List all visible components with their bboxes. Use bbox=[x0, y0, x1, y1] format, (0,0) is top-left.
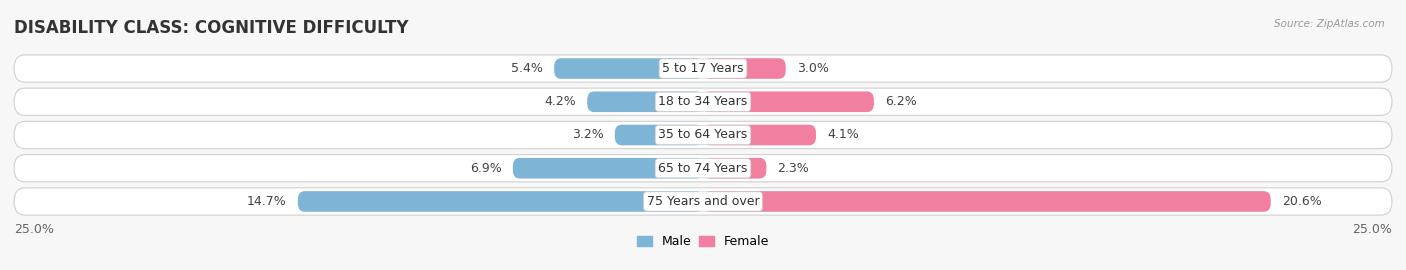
Text: 14.7%: 14.7% bbox=[247, 195, 287, 208]
Text: 20.6%: 20.6% bbox=[1282, 195, 1322, 208]
FancyBboxPatch shape bbox=[703, 58, 786, 79]
Text: Source: ZipAtlas.com: Source: ZipAtlas.com bbox=[1274, 19, 1385, 29]
Text: 75 Years and over: 75 Years and over bbox=[647, 195, 759, 208]
FancyBboxPatch shape bbox=[14, 122, 1392, 148]
Text: 6.2%: 6.2% bbox=[884, 95, 917, 108]
Text: 2.3%: 2.3% bbox=[778, 162, 810, 175]
Text: 4.1%: 4.1% bbox=[827, 129, 859, 141]
FancyBboxPatch shape bbox=[703, 125, 815, 145]
FancyBboxPatch shape bbox=[14, 155, 1392, 182]
FancyBboxPatch shape bbox=[614, 125, 703, 145]
Text: 3.2%: 3.2% bbox=[572, 129, 603, 141]
Text: DISABILITY CLASS: COGNITIVE DIFFICULTY: DISABILITY CLASS: COGNITIVE DIFFICULTY bbox=[14, 19, 409, 37]
Legend: Male, Female: Male, Female bbox=[631, 230, 775, 253]
FancyBboxPatch shape bbox=[554, 58, 703, 79]
FancyBboxPatch shape bbox=[14, 188, 1392, 215]
Text: 3.0%: 3.0% bbox=[797, 62, 828, 75]
Text: 35 to 64 Years: 35 to 64 Years bbox=[658, 129, 748, 141]
Text: 25.0%: 25.0% bbox=[1353, 223, 1392, 236]
FancyBboxPatch shape bbox=[703, 158, 766, 178]
Text: 25.0%: 25.0% bbox=[14, 223, 53, 236]
Text: 6.9%: 6.9% bbox=[470, 162, 502, 175]
FancyBboxPatch shape bbox=[513, 158, 703, 178]
FancyBboxPatch shape bbox=[703, 191, 1271, 212]
FancyBboxPatch shape bbox=[298, 191, 703, 212]
Text: 4.2%: 4.2% bbox=[544, 95, 576, 108]
FancyBboxPatch shape bbox=[588, 92, 703, 112]
Text: 5.4%: 5.4% bbox=[512, 62, 543, 75]
Text: 18 to 34 Years: 18 to 34 Years bbox=[658, 95, 748, 108]
FancyBboxPatch shape bbox=[14, 88, 1392, 115]
Text: 65 to 74 Years: 65 to 74 Years bbox=[658, 162, 748, 175]
Text: 5 to 17 Years: 5 to 17 Years bbox=[662, 62, 744, 75]
FancyBboxPatch shape bbox=[14, 55, 1392, 82]
FancyBboxPatch shape bbox=[703, 92, 875, 112]
